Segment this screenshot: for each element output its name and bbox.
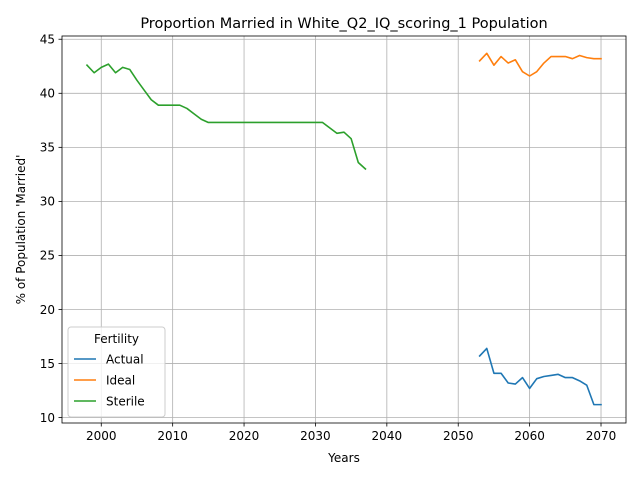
x-tick-label: 2060 — [514, 429, 545, 443]
y-tick-label: 45 — [40, 33, 55, 47]
x-tick-label: 2010 — [157, 429, 188, 443]
x-tick-label: 2020 — [229, 429, 260, 443]
legend-label-actual: Actual — [106, 352, 144, 366]
legend: Fertility Actual Ideal Sterile — [68, 327, 165, 417]
x-axis-label: Years — [327, 451, 360, 465]
chart-title: Proportion Married in White_Q2_IQ_scorin… — [140, 16, 547, 32]
y-tick-label: 15 — [40, 357, 55, 371]
y-tick-label: 35 — [40, 141, 55, 155]
y-tick-label: 10 — [40, 411, 55, 425]
y-tick-label: 25 — [40, 249, 55, 263]
x-tick-label: 2000 — [86, 429, 117, 443]
y-tick-label: 40 — [40, 87, 55, 101]
y-axis-label: % of Population 'Married' — [14, 155, 28, 305]
legend-label-sterile: Sterile — [106, 394, 145, 408]
x-tick-label: 2070 — [586, 429, 617, 443]
legend-title: Fertility — [94, 332, 139, 346]
x-tick-label: 2040 — [372, 429, 403, 443]
x-tick-label: 2030 — [300, 429, 331, 443]
y-tick-label: 30 — [40, 195, 55, 209]
legend-label-ideal: Ideal — [106, 373, 135, 387]
x-tick-label: 2050 — [443, 429, 474, 443]
y-tick-label: 20 — [40, 303, 55, 317]
